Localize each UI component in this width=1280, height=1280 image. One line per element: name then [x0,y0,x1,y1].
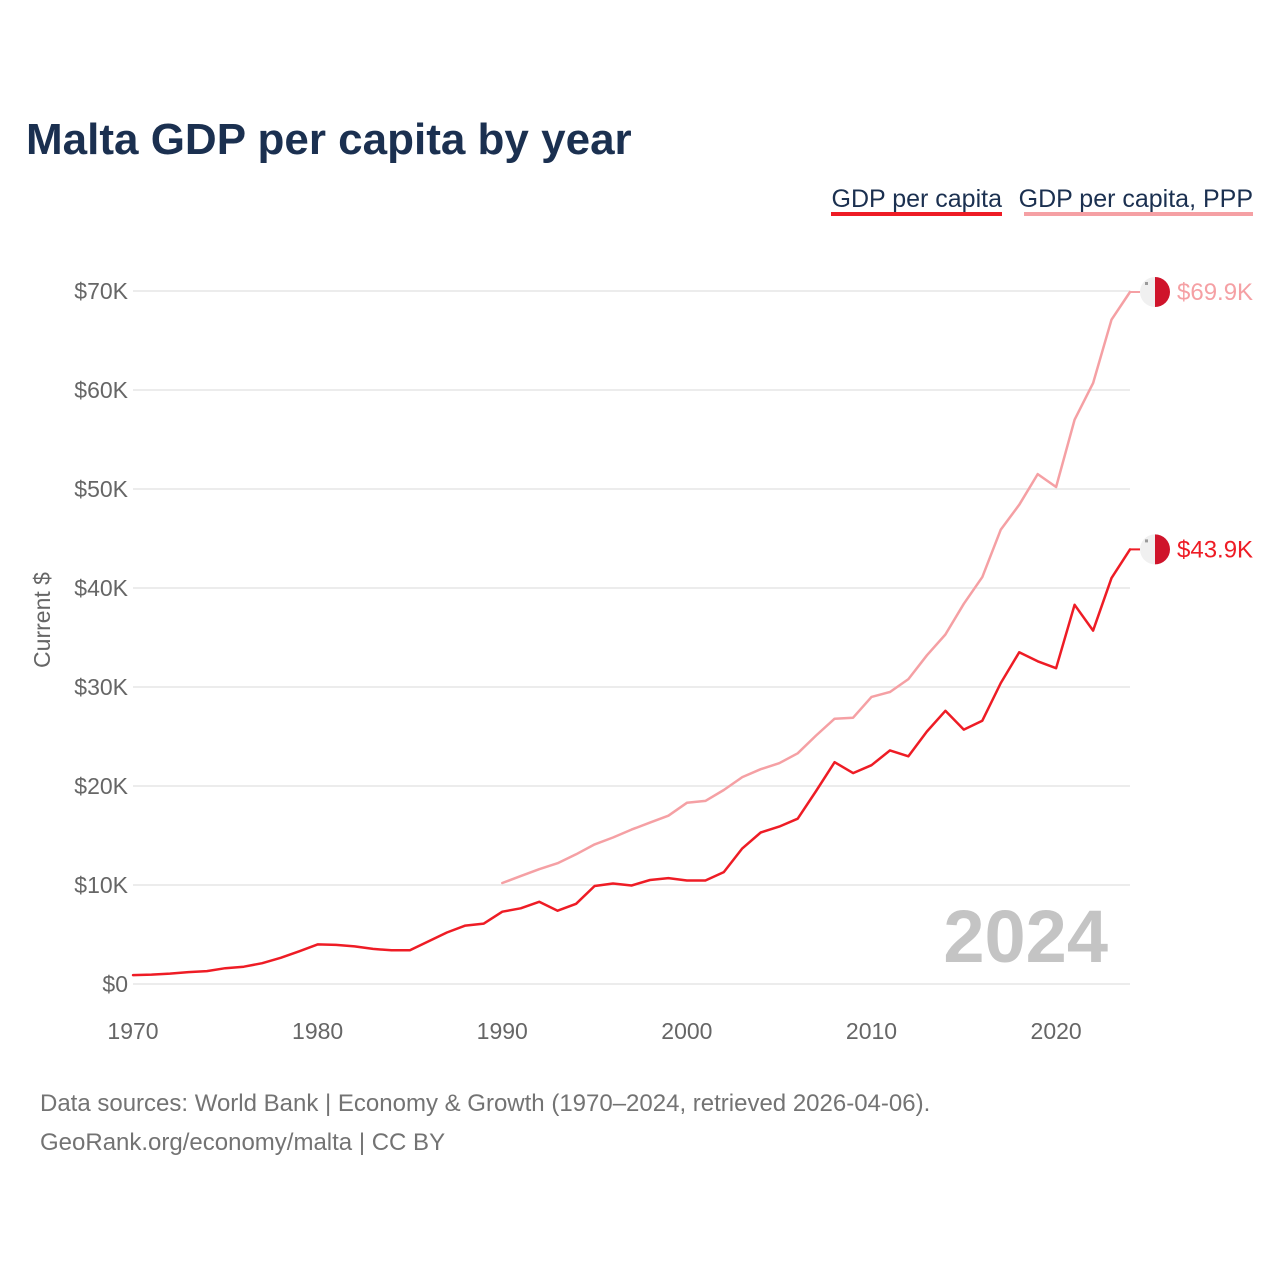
flag-red-half [1155,276,1171,307]
y-tick-label-5: $50K [74,476,128,502]
series-end-markers: $43.9K $69.9K [1130,276,1253,565]
legend-swatch-ppp [1024,212,1253,216]
x-axis-ticks: 1970 1980 1990 2000 2010 2020 [107,1018,1081,1044]
legend-label-ppp: GDP per capita, PPP [1019,185,1253,213]
y-axis-label: Current $ [29,572,55,668]
grid-lines [133,290,1130,985]
x-tick-label-5: 2020 [1031,1018,1082,1044]
series-line-gdp [131,548,1132,977]
legend: GDP per capita GDP per capita, PPP [831,185,1253,216]
series-lines [131,290,1132,977]
x-tick-label-0: 1970 [107,1018,158,1044]
george-cross-icon [1145,281,1148,285]
flag-white-half [1140,276,1155,307]
y-tick-label-2: $20K [74,773,128,799]
y-tick-label-7: $70K [74,278,128,304]
y-tick-label-6: $60K [74,377,128,403]
legend-entry-ppp[interactable]: GDP per capita, PPP [1019,185,1253,216]
flag-white-half [1140,534,1155,565]
legend-swatch-gdp [831,212,1002,216]
y-axis-ticks: $0 $10K $20K $30K $40K $50K $60K $70K [74,278,128,997]
malta-flag-icon [1140,534,1171,565]
legend-label-gdp: GDP per capita [832,185,1003,213]
end-label-ppp: $69.9K [1177,279,1253,306]
legend-entry-gdp[interactable]: GDP per capita [831,185,1002,216]
source-line-1: Data sources: World Bank | Economy & Gro… [40,1090,930,1117]
chart-title: Malta GDP per capita by year [26,115,632,164]
y-tick-label-3: $30K [74,674,128,700]
year-watermark: 2024 [943,895,1108,978]
y-tick-label-1: $10K [74,872,128,898]
y-tick-label-0: $0 [102,971,128,997]
x-tick-label-3: 2000 [661,1018,712,1044]
malta-flag-icon [1140,276,1171,307]
series-line-ppp [501,290,1132,885]
flag-red-half [1155,534,1171,565]
x-tick-label-2: 1990 [477,1018,528,1044]
x-tick-label-4: 2010 [846,1018,897,1044]
x-tick-label-1: 1980 [292,1018,343,1044]
y-tick-label-4: $40K [74,575,128,601]
george-cross-icon [1145,539,1148,543]
end-label-gdp: $43.9K [1177,536,1253,563]
source-line-2: GeoRank.org/economy/malta | CC BY [40,1129,445,1156]
